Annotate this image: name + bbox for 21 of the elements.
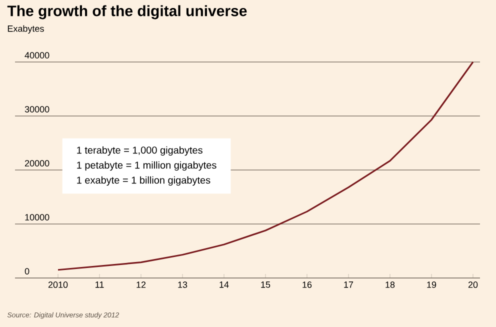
x-tick-label: 19 [427, 282, 436, 288]
annotation: 1 petabyte = 1 million gigabytes [77, 161, 216, 171]
x-tick-label: 18 [386, 282, 395, 288]
y-tick-label: 20000 [25, 160, 50, 166]
x-tick-label: 2010 [48, 282, 68, 288]
y-tick-label: 10000 [25, 214, 50, 220]
x-tick-label: 14 [220, 282, 229, 288]
x-tick-label: 13 [178, 282, 188, 288]
chart-title: The growth of the digital universe [7, 5, 247, 20]
x-tick-label: 16 [302, 282, 312, 288]
x-tick-label: 11 [96, 282, 104, 288]
y-tick-label: 40000 [24, 52, 50, 58]
x-tick-label: 12 [136, 282, 146, 288]
y-tick-label: 30000 [24, 106, 50, 112]
x-tick-label: 15 [261, 282, 270, 288]
x-tick-label: 20 [468, 282, 478, 288]
x-tick-label: 17 [344, 282, 354, 288]
y-tick-label: 0 [24, 268, 30, 274]
annotation: 1 terabyte = 1,000 gigabytes [77, 146, 202, 156]
y-axis-title: Exabytes [8, 25, 44, 34]
annotation: 1 exabyte = 1 billion gigabytes [77, 176, 210, 186]
